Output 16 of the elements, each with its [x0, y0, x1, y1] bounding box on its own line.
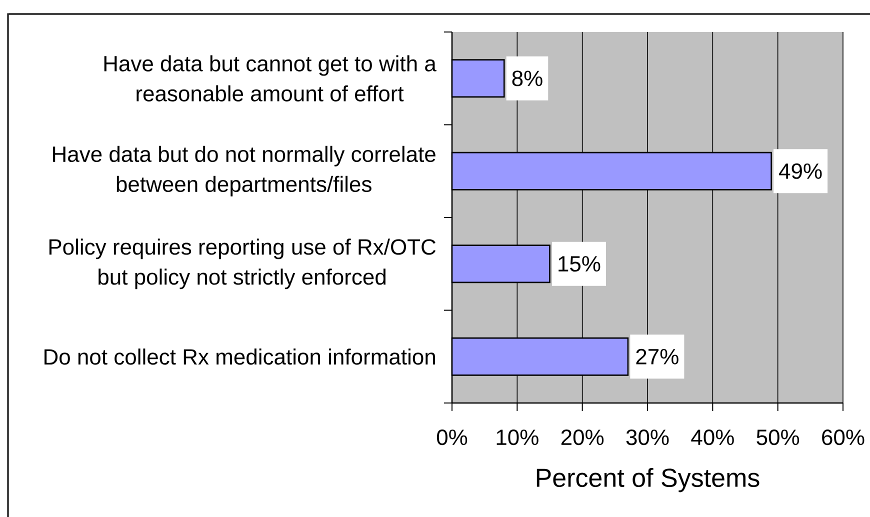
y-tick-label: Do not collect Rx medication information — [44, 348, 435, 365]
x-axis-title: Percent of Systems — [536, 468, 760, 492]
x-tick-label: 10% — [496, 430, 538, 446]
data-label: 15% — [558, 256, 600, 272]
data-label: 27% — [636, 348, 678, 364]
x-tick-label: 40% — [691, 430, 734, 446]
x-tick-label: 30% — [626, 430, 669, 446]
x-tick-label: 20% — [561, 430, 604, 446]
data-label: 49% — [779, 163, 822, 179]
y-tick-label: Policy requires reporting use of Rx/OTC but policy not strictly enforced — [49, 238, 436, 290]
y-tick-label: Have data but cannot get to with a reasonable amount of effort — [104, 55, 436, 102]
x-tick-label: 0% — [436, 430, 468, 446]
data-label: 8% — [512, 70, 542, 86]
x-tick-label: 60% — [822, 430, 864, 446]
x-tick-label: 50% — [756, 430, 800, 446]
y-tick-label: Have data but do not normally correlate between departments/files — [53, 146, 436, 196]
